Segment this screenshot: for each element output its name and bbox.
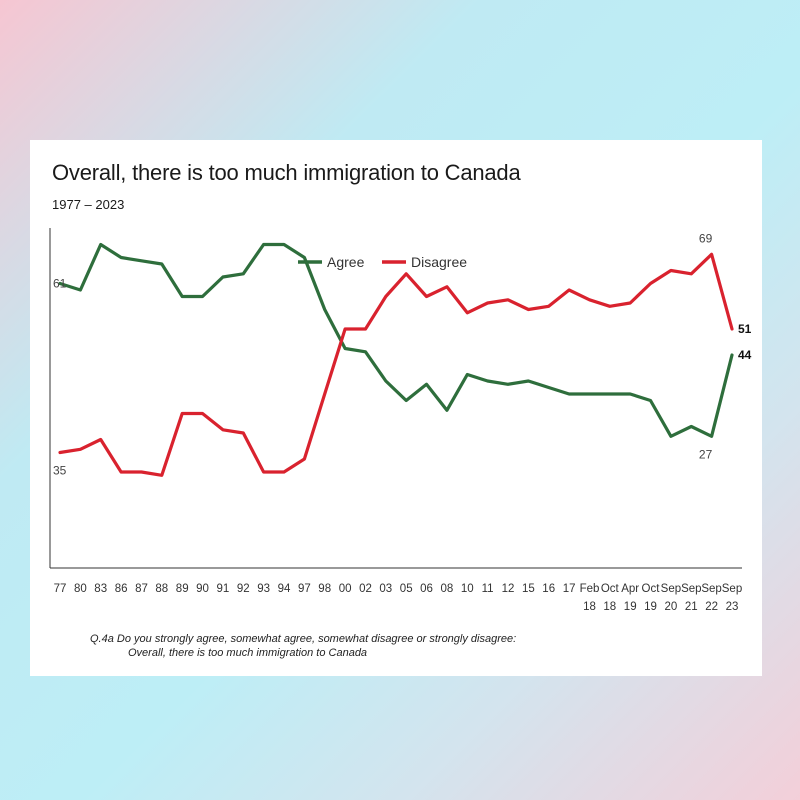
x-tick-label-line2: 22	[705, 601, 718, 613]
question-note: Q.4a Do you strongly agree, somewhat agr…	[90, 632, 516, 660]
x-tick-label: 03	[379, 583, 392, 595]
chart-subtitle: 1977 – 2023	[52, 197, 125, 212]
x-tick-label: Apr	[621, 583, 639, 595]
x-tick-label: Oct	[601, 583, 620, 595]
x-tick-label: 16	[542, 583, 555, 595]
x-tick-label-line2: 18	[603, 601, 616, 613]
x-tick-label: 93	[257, 583, 270, 595]
x-tick-label-line2: 23	[726, 601, 739, 613]
x-tick-label: 10	[461, 583, 474, 595]
x-tick-label-line2: 20	[665, 601, 678, 613]
x-tick-label: 00	[339, 583, 352, 595]
x-tick-label: 87	[135, 583, 148, 595]
x-tick-label: 89	[176, 583, 189, 595]
x-tick-label: 86	[115, 583, 128, 595]
legend-label-disagree: Disagree	[411, 254, 467, 270]
legend: Agree Disagree	[298, 254, 467, 270]
x-tick-label-line2: 19	[624, 601, 637, 613]
x-tick-label: Oct	[642, 583, 661, 595]
question-line-1: Q.4a Do you strongly agree, somewhat agr…	[90, 633, 517, 645]
x-tick-label: 92	[237, 583, 250, 595]
data-label-disagree-0: 35	[53, 464, 67, 478]
x-tick-label: 15	[522, 583, 535, 595]
x-tick-label: 12	[502, 583, 515, 595]
x-tick-label: Sep	[722, 583, 742, 595]
series-line-disagree	[58, 252, 734, 477]
x-tick-label: 88	[155, 583, 168, 595]
x-tick-label: 05	[400, 583, 413, 595]
x-tick-label: 02	[359, 583, 372, 595]
line-chart: Agree Disagree 77 80 83 86 87 88 89 90 91 92 93 94 97…	[49, 228, 752, 613]
x-tick-label: 06	[420, 583, 433, 595]
question-line-2: Overall, there is too much immigration t…	[128, 647, 368, 659]
chart-title: Overall, there is too much immigration t…	[52, 160, 521, 185]
data-label-agree-0: 61	[53, 277, 67, 291]
data-label-disagree-32: 69	[699, 231, 713, 245]
x-tick-label: 17	[563, 583, 576, 595]
x-tick-label: 80	[74, 583, 87, 595]
data-label-agree-32: 27	[699, 447, 713, 461]
x-tick-label: Sep	[701, 583, 721, 595]
annotation-layer: 61 35 69 51 44 27	[53, 231, 752, 477]
series-layer	[58, 242, 734, 477]
x-tick-label: 83	[94, 583, 107, 595]
x-tick-label: 94	[278, 583, 291, 595]
x-tick-label: 97	[298, 583, 311, 595]
legend-label-agree: Agree	[327, 254, 365, 270]
data-label-disagree-33: 51	[738, 322, 752, 336]
x-tick-label: 98	[318, 583, 331, 595]
x-tick-label: Sep	[681, 583, 701, 595]
x-tick-label: Feb	[580, 583, 600, 595]
x-tick-label: 91	[217, 583, 230, 595]
x-tick-label: Sep	[661, 583, 681, 595]
x-tick-label: 90	[196, 583, 209, 595]
x-tick-label: 11	[482, 583, 494, 595]
tick-layer: 77 80 83 86 87 88 89 90 91 92 93 94 97 98 00 02 03 05 06 08…	[54, 583, 743, 613]
series-line-agree	[58, 242, 734, 438]
x-tick-label: 77	[54, 583, 67, 595]
x-tick-label-line2: 21	[685, 601, 698, 613]
chart-card: Overall, there is too much immigration t…	[30, 140, 762, 676]
x-tick-label-line2: 18	[583, 601, 596, 613]
data-label-agree-33: 44	[738, 348, 752, 362]
x-tick-label: 08	[441, 583, 454, 595]
x-tick-label-line2: 19	[644, 601, 657, 613]
